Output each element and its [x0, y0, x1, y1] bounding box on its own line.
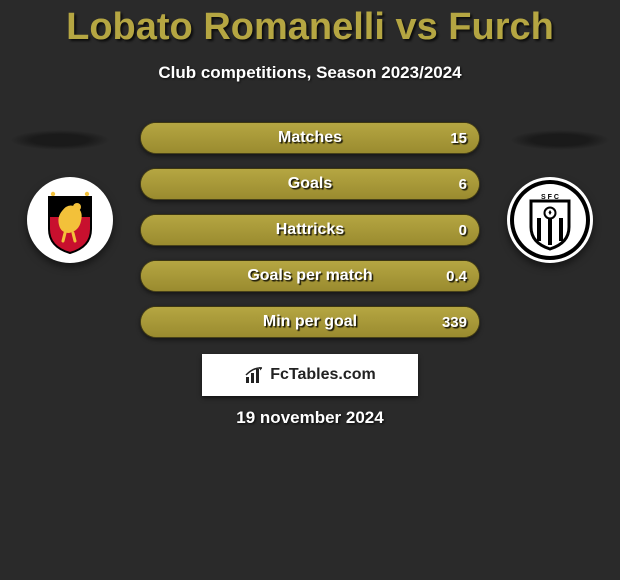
stat-value-right: 0.4	[446, 268, 467, 285]
stat-label: Min per goal	[263, 313, 357, 331]
stat-label: Matches	[278, 129, 342, 147]
crest-right-svg: S F C	[507, 177, 593, 263]
stat-value-right: 0	[459, 222, 467, 239]
stat-value-right: 15	[450, 130, 467, 147]
crest-shadow-left	[10, 130, 110, 150]
stat-label: Goals per match	[247, 267, 372, 285]
crest-right: S F C	[507, 177, 593, 263]
page-title: Lobato Romanelli vs Furch	[0, 0, 620, 49]
stat-value-right: 6	[459, 176, 467, 193]
stat-value-right: 339	[442, 314, 467, 331]
svg-text:S F C: S F C	[541, 194, 559, 201]
stat-bar: Min per goal 339	[140, 306, 480, 338]
crest-left	[27, 177, 113, 263]
stat-bar: Goals 6	[140, 168, 480, 200]
stat-bars: Matches 15 Goals 6 Hattricks 0 Goals per match…	[140, 122, 480, 338]
stat-bar: Matches 15	[140, 122, 480, 154]
stat-bar: Hattricks 0	[140, 214, 480, 246]
crest-shadow-right	[510, 130, 610, 150]
stat-bar: Goals per match 0.4	[140, 260, 480, 292]
crest-left-svg	[27, 177, 113, 263]
brand-badge: FcTables.com	[202, 354, 418, 396]
date-text: 19 november 2024	[236, 408, 383, 428]
brand-text: FcTables.com	[270, 366, 376, 384]
stat-label: Goals	[288, 175, 332, 193]
stat-label: Hattricks	[276, 221, 344, 239]
chart-icon	[244, 365, 266, 385]
subtitle: Club competitions, Season 2023/2024	[0, 63, 620, 83]
